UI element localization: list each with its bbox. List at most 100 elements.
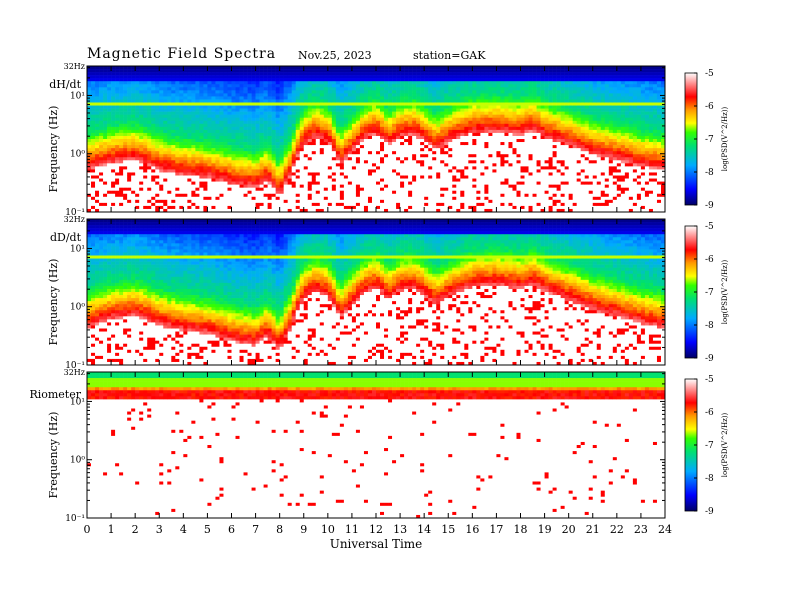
- spectrogram-cell: [292, 160, 296, 163]
- spectrogram-cell: [428, 151, 432, 154]
- spectrogram-cell: [223, 182, 227, 185]
- spectrogram-cell: [316, 124, 320, 127]
- spectrogram-cell: [240, 203, 244, 206]
- spectrogram-cell: [199, 169, 203, 172]
- spectrogram-cell: [268, 109, 272, 112]
- spectrogram-cell: [396, 112, 400, 115]
- spectrogram-cell: [420, 130, 424, 133]
- spectrogram-cell: [500, 121, 504, 124]
- spectrogram-cell: [472, 203, 476, 206]
- spectrogram-cell: [143, 176, 147, 179]
- spectrogram-cell: [91, 160, 95, 163]
- spectrogram-cell: [143, 136, 147, 139]
- spectrogram-cell: [372, 182, 376, 185]
- spectrogram-cell: [248, 166, 252, 169]
- spectrogram-cell: [416, 182, 420, 185]
- spectrogram-cell: [356, 69, 360, 72]
- spectrogram-cell: [268, 103, 272, 106]
- spectrogram-cell: [91, 109, 95, 112]
- spectrogram-cell: [388, 185, 392, 188]
- spectrogram-cell: [151, 145, 155, 148]
- spectrogram-cell: [476, 81, 480, 84]
- spectrogram-cell: [328, 118, 332, 121]
- spectrogram-cell: [444, 127, 448, 130]
- spectrogram-cell: [440, 127, 444, 130]
- spectrogram-cell: [268, 133, 272, 136]
- spectrogram-cell: [376, 176, 380, 179]
- spectrogram-cell: [292, 78, 296, 81]
- spectrogram-cell: [392, 127, 396, 130]
- spectrogram-cell: [372, 145, 376, 148]
- spectrogram-cell: [268, 182, 272, 185]
- spectrogram-cell: [215, 142, 219, 145]
- spectrogram-cell: [404, 197, 408, 200]
- spectrogram-cell: [260, 90, 264, 93]
- spectrogram-cell: [392, 166, 396, 169]
- spectrogram-cell: [288, 90, 292, 93]
- spectrogram-cell: [280, 206, 284, 209]
- spectrogram-cell: [420, 188, 424, 191]
- spectrogram-cell: [227, 136, 231, 139]
- spectrogram-cell: [352, 194, 356, 197]
- spectrogram-cell: [348, 109, 352, 112]
- spectrogram-cell: [468, 93, 472, 96]
- spectrogram-cell: [492, 145, 496, 148]
- spectrogram-cell: [484, 145, 488, 148]
- spectrogram-cell: [408, 203, 412, 206]
- spectrogram-cell: [167, 121, 171, 124]
- spectrogram-cell: [328, 151, 332, 154]
- spectrogram-cell: [103, 203, 107, 206]
- spectrogram-cell: [396, 99, 400, 102]
- spectrogram-cell: [476, 194, 480, 197]
- spectrogram-cell: [143, 179, 147, 182]
- spectrogram-cell: [276, 78, 280, 81]
- spectrogram-cell: [107, 106, 111, 109]
- spectrogram-cell: [480, 169, 484, 172]
- spectrogram-cell: [392, 194, 396, 197]
- spectrogram-cell: [408, 90, 412, 93]
- spectrogram-cell: [472, 81, 476, 84]
- spectrogram-cell: [183, 115, 187, 118]
- spectrogram-cell: [107, 148, 111, 151]
- spectrogram-cell: [163, 69, 167, 72]
- spectrogram-cell: [352, 191, 356, 194]
- spectrogram-cell: [400, 106, 404, 109]
- spectrogram-cell: [123, 169, 127, 172]
- spectrogram-cell: [328, 127, 332, 130]
- spectrogram-cell: [236, 148, 240, 151]
- spectrogram-cell: [380, 127, 384, 130]
- spectrogram-cell: [123, 157, 127, 160]
- spectrogram-cell: [256, 69, 260, 72]
- spectrogram-cell: [244, 84, 248, 87]
- spectrogram-cell: [187, 172, 191, 175]
- spectrogram-cell: [227, 121, 231, 124]
- spectrogram-cell: [460, 78, 464, 81]
- spectrogram-cell: [384, 99, 388, 102]
- spectrogram-cell: [380, 96, 384, 99]
- spectrogram-cell: [167, 130, 171, 133]
- spectrogram-cell: [296, 109, 300, 112]
- spectrogram-cell: [111, 200, 115, 203]
- spectrogram-cell: [135, 66, 139, 69]
- spectrogram-cell: [123, 142, 127, 145]
- spectrogram-cell: [348, 179, 352, 182]
- spectrogram-cell: [472, 166, 476, 169]
- spectrogram-cell: [472, 99, 476, 102]
- spectrogram-cell: [179, 109, 183, 112]
- spectrogram-cell: [308, 160, 312, 163]
- spectrogram-cell: [288, 84, 292, 87]
- spectrogram-cell: [412, 75, 416, 78]
- spectrogram-cell: [452, 84, 456, 87]
- spectrogram-cell: [215, 90, 219, 93]
- spectrogram-cell: [396, 160, 400, 163]
- spectrogram-cell: [440, 115, 444, 118]
- spectrogram-cell: [135, 72, 139, 75]
- spectrogram-cell: [424, 99, 428, 102]
- spectrogram-cell: [232, 72, 236, 75]
- spectrogram-cell: [103, 69, 107, 72]
- spectrogram-cell: [296, 197, 300, 200]
- spectrogram-cell: [91, 182, 95, 185]
- spectrogram-cell: [288, 136, 292, 139]
- spectrogram-cell: [416, 179, 420, 182]
- spectrogram-cell: [408, 163, 412, 166]
